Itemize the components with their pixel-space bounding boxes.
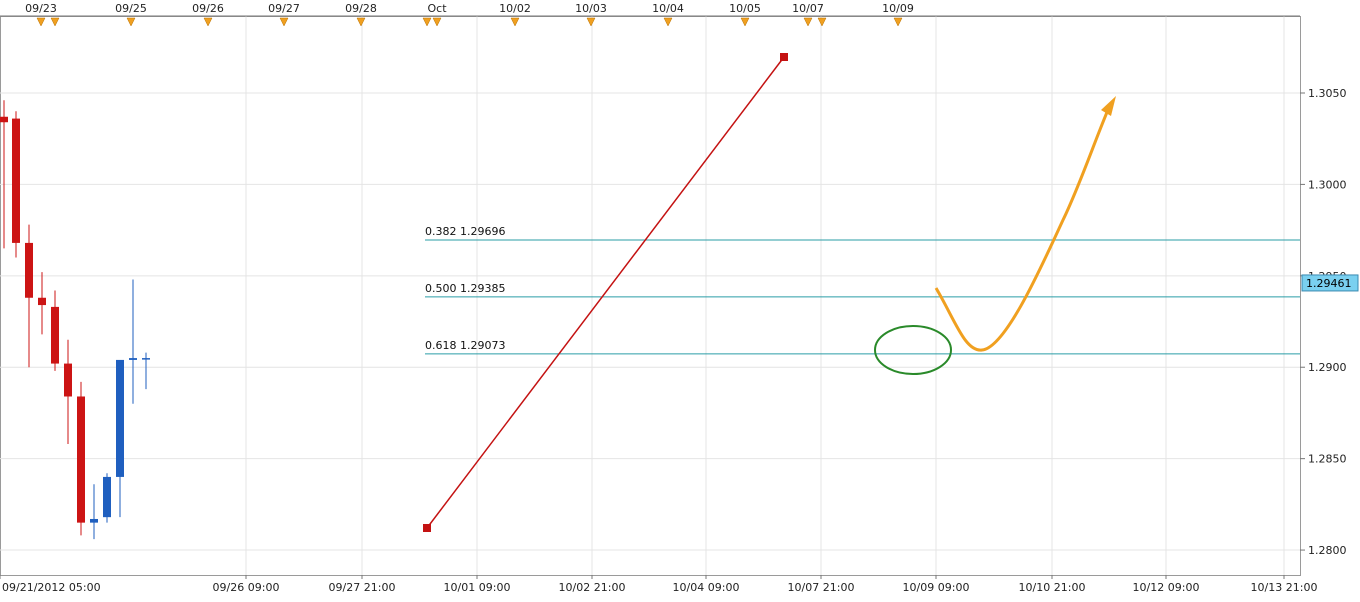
top-axis-label: 10/03 <box>575 2 607 15</box>
event-marker <box>663 17 673 27</box>
x-tick-label: 10/13 21:00 <box>1251 581 1318 594</box>
x-tick-label: 10/01 09:00 <box>444 581 511 594</box>
top-axis-label: 09/28 <box>345 2 377 15</box>
x-tick-label: 10/12 09:00 <box>1133 581 1200 594</box>
x-tick-label: 09/27 21:00 <box>329 581 396 594</box>
x-tick-label: 10/04 09:00 <box>673 581 740 594</box>
candle-body <box>64 363 72 397</box>
candle-body <box>51 306 59 364</box>
event-marker <box>50 17 60 27</box>
event-marker <box>893 17 903 27</box>
top-axis-label: 10/02 <box>499 2 531 15</box>
y-tick-label: 1.2850 <box>1308 453 1347 466</box>
candles <box>0 100 150 540</box>
top-axis-label: 09/23 <box>25 2 57 15</box>
y-tick-label: 1.3050 <box>1308 87 1347 100</box>
projection-arrow <box>934 104 1112 352</box>
y-tick-label: 1.3000 <box>1308 178 1347 191</box>
candle-body <box>103 476 111 518</box>
current-price-label: 1.29461 <box>1306 277 1352 290</box>
candle-body <box>129 358 137 360</box>
event-marker <box>817 17 827 27</box>
event-marker <box>356 17 366 27</box>
fib-label: 0.382 1.29696 <box>425 225 505 238</box>
fibonacci-levels: 0.382 1.29696 0.500 1.29385 0.618 1.29073 <box>425 225 1300 355</box>
top-axis-label: 10/07 <box>792 2 824 15</box>
projection-arrowhead <box>1101 96 1116 116</box>
top-axis-label: 10/09 <box>882 2 914 15</box>
candle-body <box>38 297 46 306</box>
highlight-ellipse <box>874 325 952 375</box>
x-tick-label: 09/26 09:00 <box>213 581 280 594</box>
fib-label: 0.500 1.29385 <box>425 282 505 295</box>
event-marker <box>126 17 136 27</box>
event-marker <box>203 17 213 27</box>
y-tick-label: 1.2900 <box>1308 361 1347 374</box>
x-tick-label: 09/21/2012 05:00 <box>2 581 101 594</box>
event-marker <box>432 17 442 27</box>
trend-line-end-handle <box>780 53 788 61</box>
candle-body <box>12 118 20 243</box>
top-axis-label: 10/04 <box>652 2 684 15</box>
candle-body <box>0 116 8 123</box>
x-tick-label: 10/09 09:00 <box>903 581 970 594</box>
trend-line-start-handle <box>423 524 431 532</box>
top-axis-label: 09/27 <box>268 2 300 15</box>
top-axis: 09/23 09/25 09/26 09/27 09/28 Oct 10/02 10/03 10… <box>0 2 1300 27</box>
candle-body <box>90 518 98 523</box>
price-axis: 1.28001.28501.29001.29501.30001.30501.29… <box>1300 87 1359 557</box>
y-tick-label: 1.2800 <box>1308 544 1347 557</box>
grid <box>0 16 1301 576</box>
top-axis-label: 10/05 <box>729 2 761 15</box>
event-marker <box>36 17 46 27</box>
event-marker <box>279 17 289 27</box>
candle-body <box>77 396 85 523</box>
x-tick-label: 10/07 21:00 <box>788 581 855 594</box>
event-marker <box>586 17 596 27</box>
trend-line <box>426 56 785 529</box>
annotations <box>423 53 1116 532</box>
current-price-box <box>1301 274 1359 292</box>
top-axis-label: Oct <box>427 2 447 15</box>
event-marker <box>803 17 813 27</box>
x-tick-label: 10/02 21:00 <box>559 581 626 594</box>
top-axis-label: 09/26 <box>192 2 224 15</box>
x-tick-label: 10/10 21:00 <box>1019 581 1086 594</box>
time-axis: 09/21/2012 05:00 09/26 09:00 09/27 21:00 10… <box>0 575 1317 594</box>
top-axis-label: 09/25 <box>115 2 147 15</box>
event-marker <box>510 17 520 27</box>
candle-body <box>25 242 33 298</box>
candle-body <box>116 359 124 477</box>
event-marker <box>422 17 432 27</box>
event-marker <box>740 17 750 27</box>
candle-body <box>142 358 150 360</box>
fib-label: 0.618 1.29073 <box>425 339 505 352</box>
